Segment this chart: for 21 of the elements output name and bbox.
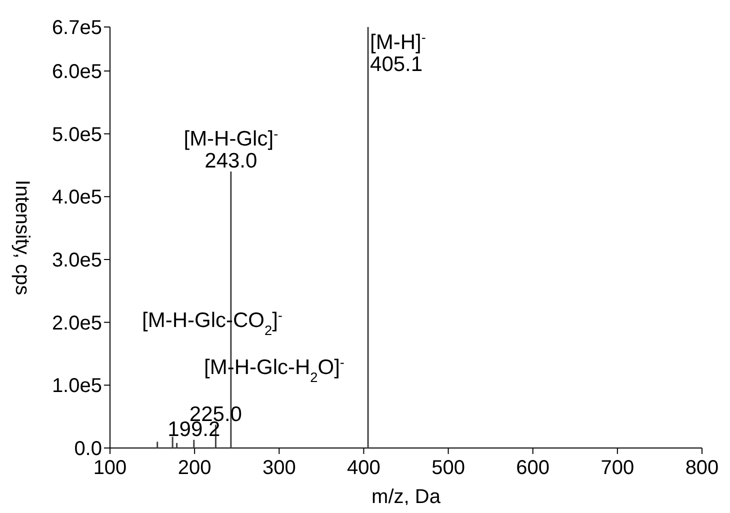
y-tick-label: 2.0e5 bbox=[52, 312, 102, 334]
x-tick-label: 300 bbox=[262, 457, 296, 479]
x-tick-label: 100 bbox=[93, 457, 127, 479]
y-tick-label: 3.0e5 bbox=[52, 249, 102, 272]
annotation: [M-H]$^{-}$ bbox=[370, 30, 426, 54]
y-axis-title: Intensity, cps bbox=[11, 180, 33, 296]
annotation: 243.0 bbox=[204, 150, 258, 173]
x-tick-label: 700 bbox=[600, 457, 634, 479]
y-tick-label: 6.0e5 bbox=[52, 60, 102, 83]
annotation: 405.1 bbox=[370, 53, 423, 76]
y-tick-label: 0.0 bbox=[74, 438, 102, 460]
x-tick-label: 200 bbox=[178, 457, 212, 479]
y-tick-label: 5.0e5 bbox=[52, 124, 102, 146]
y-tick-label: 1.0e5 bbox=[52, 375, 102, 398]
x-tick-label: 400 bbox=[347, 457, 380, 479]
x-tick-label: 800 bbox=[685, 457, 719, 479]
y-tick-label: 6.7e5 bbox=[52, 17, 102, 39]
annotation: [M-H-Glc]$^{-}$ bbox=[184, 126, 278, 151]
x-tick-label: 600 bbox=[516, 457, 550, 479]
x-tick-label: 500 bbox=[432, 457, 465, 479]
y-tick-label: 4.0e5 bbox=[52, 186, 102, 209]
